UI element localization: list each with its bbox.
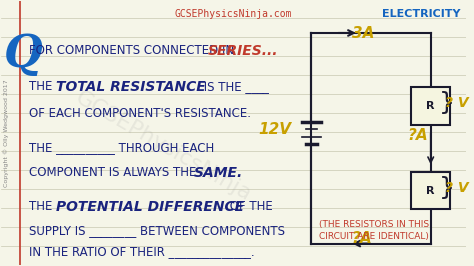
Text: Q: Q [4, 33, 43, 76]
Text: SERIES...: SERIES... [208, 44, 278, 57]
Text: ELECTRICITY: ELECTRICITY [383, 9, 461, 19]
Text: FOR COMPONENTS CONNECTED IN: FOR COMPONENTS CONNECTED IN [29, 44, 238, 56]
Text: THE __________ THROUGH EACH: THE __________ THROUGH EACH [29, 141, 215, 154]
Text: Copyright © Olly Wedgwood 2017: Copyright © Olly Wedgwood 2017 [4, 79, 9, 187]
Text: THE: THE [29, 80, 56, 93]
Text: GCSEPhysicsNinja: GCSEPhysicsNinja [72, 88, 255, 205]
Text: IS THE ____: IS THE ____ [200, 80, 269, 93]
Text: OF THE: OF THE [226, 200, 272, 213]
Text: TOTAL RESISTANCE: TOTAL RESISTANCE [56, 80, 206, 94]
Text: SAME.: SAME. [194, 166, 243, 180]
Text: R: R [427, 186, 435, 196]
Text: COMPONENT IS ALWAYS THE: COMPONENT IS ALWAYS THE [29, 166, 201, 179]
Text: GCSEPhysicsNinja.com: GCSEPhysicsNinja.com [175, 9, 292, 19]
Text: 12V: 12V [258, 122, 292, 136]
Text: THE: THE [29, 200, 56, 213]
Text: IN THE RATIO OF THEIR ______________.: IN THE RATIO OF THEIR ______________. [29, 245, 255, 258]
Text: ? V: ? V [445, 181, 468, 195]
Text: 3A: 3A [352, 26, 374, 41]
Text: SUPPLY IS ________ BETWEEN COMPONENTS: SUPPLY IS ________ BETWEEN COMPONENTS [29, 224, 285, 237]
Text: (THE RESISTORS IN THIS
CIRCUIT ARE IDENTICAL): (THE RESISTORS IN THIS CIRCUIT ARE IDENT… [319, 220, 429, 241]
FancyBboxPatch shape [411, 87, 450, 125]
Text: POTENTIAL DIFFERENCE: POTENTIAL DIFFERENCE [56, 200, 244, 214]
Text: }: } [438, 92, 455, 115]
Text: ?A: ?A [352, 231, 373, 246]
Text: OF EACH COMPONENT'S RESISTANCE.: OF EACH COMPONENT'S RESISTANCE. [29, 107, 251, 120]
Text: ? V: ? V [445, 96, 468, 110]
Text: ?A: ?A [408, 128, 428, 143]
Text: }: } [438, 176, 455, 200]
Text: R: R [427, 101, 435, 111]
FancyBboxPatch shape [411, 172, 450, 209]
